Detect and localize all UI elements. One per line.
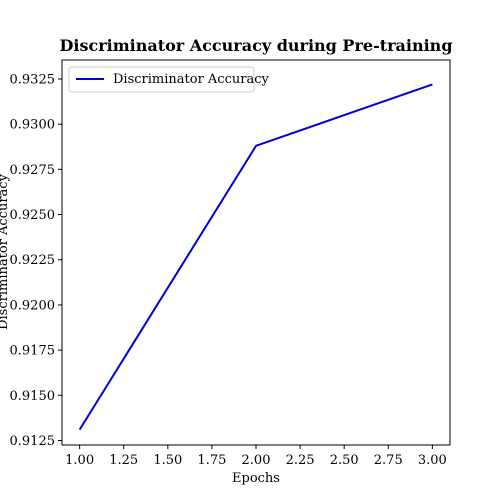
legend-label: Discriminator Accuracy — [113, 72, 269, 87]
x-tick-label: 1.00 — [65, 453, 94, 468]
y-tick-label: 0.9225 — [10, 253, 56, 268]
y-tick-label: 0.9200 — [10, 298, 56, 313]
y-tick-label: 0.9325 — [10, 72, 56, 87]
x-tick-label: 1.25 — [109, 453, 138, 468]
series-line — [78, 83, 433, 431]
y-tick-label: 0.9150 — [10, 389, 56, 404]
legend-box — [68, 66, 255, 93]
x-axis: 1.00 1.25 1.50 1.75 2.00 2.25 2.50 2.75 3.00 — [65, 445, 447, 468]
x-tick-label: 3.00 — [418, 453, 447, 468]
plot-area — [61, 59, 451, 446]
x-axis-label: Epochs — [232, 471, 280, 486]
x-tick-label: 2.75 — [374, 453, 403, 468]
x-tick-label: 2.00 — [242, 453, 271, 468]
legend: Discriminator Accuracy — [68, 66, 269, 93]
y-tick-label: 0.9300 — [10, 118, 56, 133]
y-tick-label: 0.9125 — [10, 434, 56, 449]
x-tick-label: 2.25 — [286, 453, 315, 468]
chart-title: Discriminator Accuracy during Pre-traini… — [59, 36, 452, 55]
y-axis-label: Discriminator Accuracy — [0, 173, 11, 329]
x-tick-label: 2.50 — [330, 453, 359, 468]
y-tick-label: 0.9250 — [10, 208, 56, 223]
x-tick-label: 1.50 — [153, 453, 182, 468]
y-tick-label: 0.9175 — [10, 344, 56, 359]
x-tick-label: 1.75 — [197, 453, 226, 468]
y-axis: 0.9125 0.9150 0.9175 0.9200 0.9225 0.9250 0.92… — [10, 72, 62, 449]
series-layer — [78, 83, 433, 431]
y-tick-label: 0.9275 — [10, 163, 56, 178]
